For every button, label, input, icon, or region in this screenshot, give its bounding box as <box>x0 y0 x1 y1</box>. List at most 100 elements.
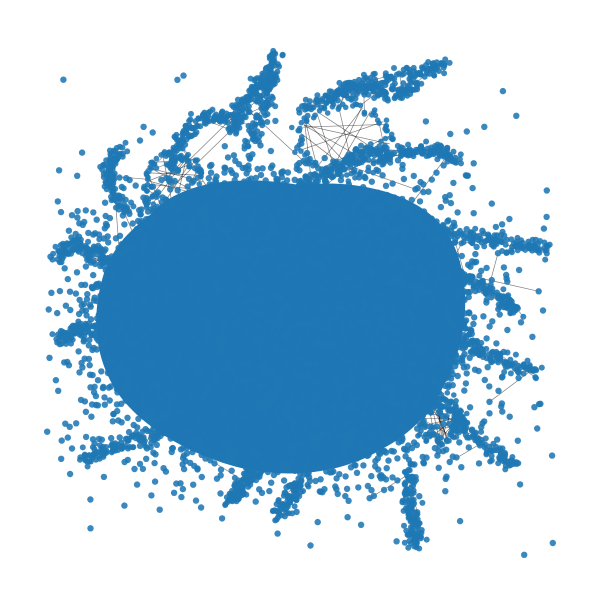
node <box>143 398 150 405</box>
node <box>109 347 117 355</box>
node <box>318 359 325 366</box>
node <box>182 259 189 266</box>
node <box>270 403 277 411</box>
node <box>135 393 142 400</box>
node <box>262 177 269 184</box>
node <box>220 211 227 219</box>
node <box>324 200 332 207</box>
node <box>405 442 412 449</box>
node <box>323 288 330 296</box>
node <box>316 398 324 405</box>
node <box>442 488 449 495</box>
node <box>212 450 219 457</box>
node <box>449 382 456 389</box>
node <box>404 505 411 512</box>
node <box>129 220 136 227</box>
node <box>136 137 144 144</box>
node <box>424 257 431 264</box>
node <box>176 276 183 283</box>
node <box>311 273 318 280</box>
node <box>430 263 437 270</box>
node <box>332 483 339 490</box>
node <box>309 325 316 332</box>
node <box>124 393 131 401</box>
node <box>144 377 152 384</box>
node <box>352 340 359 347</box>
node <box>409 368 416 375</box>
node <box>181 278 188 285</box>
node <box>503 275 510 282</box>
node <box>319 276 326 283</box>
node <box>340 365 348 373</box>
node <box>267 254 274 261</box>
node <box>369 325 376 332</box>
node <box>221 234 228 241</box>
node <box>389 474 396 481</box>
node <box>272 103 279 110</box>
node <box>336 201 343 208</box>
node <box>496 311 503 318</box>
node <box>106 397 113 404</box>
node <box>317 202 324 209</box>
node <box>295 453 302 460</box>
node <box>164 335 172 342</box>
node <box>159 292 166 299</box>
node <box>447 375 455 382</box>
node <box>433 59 440 66</box>
node <box>273 501 280 508</box>
node <box>229 389 236 396</box>
node <box>406 497 413 504</box>
node <box>162 368 170 375</box>
node <box>409 461 416 468</box>
node <box>141 387 148 394</box>
node <box>220 353 228 360</box>
node <box>207 457 214 464</box>
node <box>356 249 364 256</box>
node <box>434 452 441 459</box>
node <box>483 345 490 352</box>
node <box>434 373 442 381</box>
node <box>303 293 310 300</box>
node <box>162 196 169 203</box>
node <box>142 291 149 298</box>
node <box>470 320 477 328</box>
node <box>266 419 273 427</box>
node <box>72 290 80 297</box>
node <box>100 383 107 391</box>
node <box>173 365 180 372</box>
node <box>221 143 228 150</box>
node <box>331 330 339 337</box>
node <box>349 352 357 359</box>
node <box>153 411 160 419</box>
node <box>132 303 140 310</box>
node <box>147 279 154 286</box>
node <box>377 257 384 265</box>
node <box>242 164 249 171</box>
node <box>174 233 181 240</box>
node <box>150 449 157 456</box>
edge <box>149 172 202 176</box>
node <box>275 514 281 521</box>
node <box>124 238 131 246</box>
node <box>403 65 410 72</box>
node <box>174 290 181 297</box>
node <box>276 300 283 308</box>
node <box>265 283 272 290</box>
node <box>73 420 80 427</box>
node <box>206 181 213 188</box>
node <box>374 287 381 294</box>
node <box>401 306 408 313</box>
node <box>123 301 130 308</box>
node <box>426 283 434 291</box>
node <box>465 261 472 268</box>
node <box>403 238 410 246</box>
node <box>464 288 472 296</box>
node <box>136 298 143 305</box>
node <box>408 299 415 306</box>
node <box>188 431 195 438</box>
node <box>79 307 86 314</box>
nodes-layer <box>44 47 556 558</box>
node <box>383 428 390 435</box>
node <box>410 489 417 496</box>
node <box>484 364 491 371</box>
